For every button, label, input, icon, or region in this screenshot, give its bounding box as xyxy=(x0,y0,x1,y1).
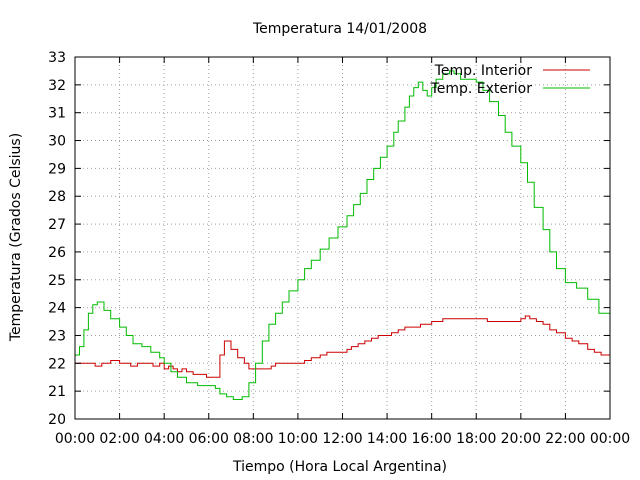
y-tick-label: 33 xyxy=(48,50,66,66)
x-tick-label: 18:00 xyxy=(456,431,496,447)
x-tick-label: 10:00 xyxy=(278,431,318,447)
x-tick-label: 00:00 xyxy=(590,431,630,447)
y-tick-label: 29 xyxy=(48,161,66,177)
legend-label: Temp. Interior xyxy=(434,63,533,79)
y-tick-label: 31 xyxy=(48,106,66,122)
y-tick-label: 22 xyxy=(48,356,66,372)
y-tick-label: 24 xyxy=(48,301,66,317)
series-lines xyxy=(75,70,611,400)
y-axis-label: Temperatura (Grados Celsius) xyxy=(8,133,24,342)
x-tick-label: 00:00 xyxy=(55,431,95,447)
x-tick-label: 14:00 xyxy=(367,431,407,447)
y-tick-label: 32 xyxy=(48,78,66,94)
y-tick-label: 26 xyxy=(48,245,66,261)
chart-title: Temperatura 14/01/2008 xyxy=(252,21,427,37)
x-tick-label: 16:00 xyxy=(411,431,451,447)
y-tick-label: 25 xyxy=(48,273,66,289)
y-tick-label: 28 xyxy=(48,189,66,205)
x-tick-label: 12:00 xyxy=(322,431,362,447)
x-tick-label: 02:00 xyxy=(99,431,139,447)
x-tick-label: 08:00 xyxy=(233,431,273,447)
legend-label: Temp. Exterior xyxy=(430,81,533,97)
x-axis-label: Tiempo (Hora Local Argentina) xyxy=(232,459,447,475)
x-tick-label: 20:00 xyxy=(501,431,541,447)
x-tick-label: 06:00 xyxy=(189,431,229,447)
y-tick-label: 30 xyxy=(48,134,66,150)
y-tick-label: 21 xyxy=(48,384,66,400)
legend: Temp. Interior Temp. Exterior xyxy=(430,63,590,97)
grid-lines xyxy=(75,57,610,419)
y-tick-label: 27 xyxy=(48,217,66,233)
y-tick-label: 20 xyxy=(48,412,66,428)
series-line-exterior xyxy=(75,70,611,400)
x-tick-label: 22:00 xyxy=(545,431,585,447)
x-tick-label: 04:00 xyxy=(144,431,184,447)
y-tick-label: 23 xyxy=(48,328,66,344)
